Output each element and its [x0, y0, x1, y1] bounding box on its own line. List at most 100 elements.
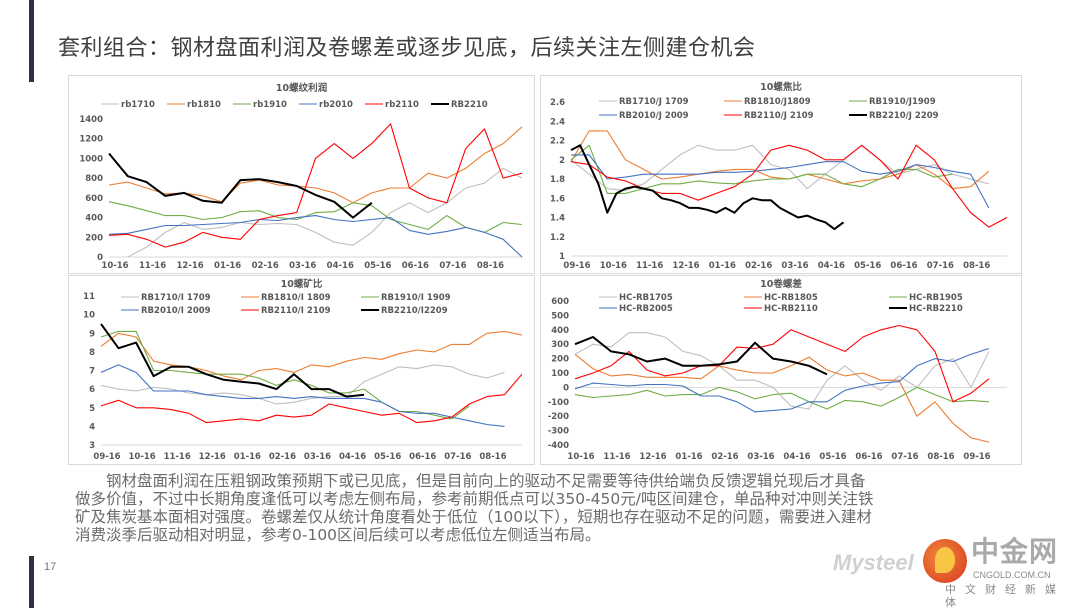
x-tick-label: 02-16 — [252, 261, 279, 271]
x-tick-label: 10-16 — [600, 261, 627, 271]
x-tick-label: 10-16 — [128, 452, 155, 462]
legend-label: rb1810 — [187, 100, 221, 110]
series-line-rb2010-i-2009 — [100, 364, 505, 427]
x-tick-label: 05-16 — [819, 452, 846, 462]
y-tick-label: 3 — [89, 441, 95, 451]
series-line-rb2110-i-2109 — [100, 373, 523, 424]
x-tick-label: 06-16 — [402, 261, 429, 271]
y-tick-label: 2.6 — [550, 98, 565, 108]
x-tick-label: 08-16 — [927, 452, 954, 462]
y-tick-label: 400 — [551, 326, 569, 336]
logo-url: CNGOLD.COM.CN — [973, 570, 1051, 580]
series-line-rb2010 — [108, 215, 523, 258]
x-tick-label: 06-16 — [890, 261, 917, 271]
series-line-rb2110 — [108, 123, 523, 248]
legend-label: HC-RB1905 — [909, 293, 963, 303]
page-number: 17 — [44, 561, 57, 573]
x-tick-label: 03-16 — [747, 452, 774, 462]
x-tick-label: 12-16 — [199, 452, 226, 462]
legend-label: RB1710/I 1709 — [141, 293, 211, 303]
x-tick-label: 04-16 — [818, 261, 845, 271]
chart-hc-rb-spread: 10卷螺差 -400 -300 -200 -100 0 100 200 300 400 500 600… — [540, 275, 1022, 465]
y-tick-label: 1200 — [79, 135, 103, 145]
x-tick-label: 01-16 — [709, 261, 736, 271]
x-tick-label: 12-16 — [176, 261, 203, 271]
x-tick-label: 01-16 — [214, 261, 241, 271]
y-tick-label: -300 — [548, 427, 569, 437]
watermark-text: Mysteel — [833, 550, 914, 575]
accent-bar-top — [29, 0, 34, 82]
commentary-line: 消费淡季后驱动相对明显，参考0-100区间后续可以考虑低位左侧适当布局。 — [75, 526, 601, 544]
slide-title: 套利组合：钢材盘面利润及卷螺差或逐步见底，后续关注左侧建仓机会 — [58, 36, 756, 61]
series-line-rb1810-i-1809 — [100, 330, 523, 381]
y-tick-label: 600 — [85, 194, 103, 204]
chart-rebar-coke-ratio: 10螺焦比 1 1.2 1.4 1.6 1.8 2 2.2 2.4 2.6 09-16 10-16 11… — [540, 75, 1022, 274]
y-tick-label: -100 — [548, 398, 569, 408]
x-tick-label: 12-16 — [639, 452, 666, 462]
y-tick-label: -400 — [548, 441, 569, 451]
legend-label: RB1910/I 1909 — [381, 293, 451, 303]
y-tick-label: 4 — [89, 422, 95, 432]
y-tick-label: 7 — [89, 367, 95, 377]
logo-swirl-icon — [935, 547, 955, 573]
x-tick-label: 11-16 — [636, 261, 663, 271]
y-tick-label: 200 — [551, 355, 569, 365]
x-tick-label: 08-16 — [963, 261, 990, 271]
series-line-rb2210-i2209 — [100, 323, 365, 398]
legend-label: RB2210/I2209 — [381, 306, 448, 316]
x-tick-label: 02-16 — [745, 261, 772, 271]
commentary-line: 矿及焦炭基本面相对强度。卷螺差仅从统计角度看处于低位（100以下），短期也存在驱… — [75, 508, 872, 526]
logo-name: 中金网 — [971, 535, 1059, 568]
y-tick-label: 1.8 — [550, 175, 565, 185]
x-tick-label: 08-16 — [477, 261, 504, 271]
y-tick-label: 800 — [85, 174, 103, 184]
legend-label: rb1710 — [121, 100, 155, 110]
chart-svg: 10卷螺差 -400 -300 -200 -100 0 100 200 300 400 500 600… — [548, 278, 1007, 462]
x-tick-label: 04-16 — [327, 261, 354, 271]
x-tick-label: 03-16 — [304, 452, 331, 462]
y-tick-label: 10 — [83, 311, 95, 321]
y-tick-label: 600 — [551, 297, 569, 307]
chart-svg: 10螺纹利润 0 200 400 600 800 1000 1200 1400 10-16 11-1… — [79, 82, 523, 271]
series-line-hc-rb1705 — [574, 332, 990, 410]
legend-label: HC-RB2210 — [909, 304, 963, 314]
chart-svg: 10螺焦比 1 1.2 1.4 1.6 1.8 2 2.2 2.4 2.6 09-16 10-16 11… — [550, 81, 1008, 271]
y-tick-label: 0 — [563, 383, 569, 393]
y-tick-label: 200 — [85, 233, 103, 243]
y-tick-label: 6 — [89, 385, 95, 395]
x-tick-label: 07-16 — [444, 452, 471, 462]
series-line-hc-rb2110 — [574, 324, 990, 403]
x-tick-label: 07-16 — [439, 261, 466, 271]
y-tick-label: 300 — [551, 340, 569, 350]
series-line-rb1710-j-1709 — [570, 144, 989, 192]
legend-label: HC-RB2005 — [619, 304, 673, 314]
series-line-rb1810-j1809 — [570, 130, 990, 190]
legend-label: HC-RB1805 — [764, 293, 818, 303]
y-tick-label: 1400 — [79, 115, 103, 125]
x-tick-label: 11-16 — [164, 452, 191, 462]
x-tick-label: 12-16 — [672, 261, 699, 271]
series-line-hc-rb2210 — [574, 336, 828, 376]
y-tick-label: 5 — [89, 404, 95, 414]
y-tick-label: 1 — [559, 252, 565, 262]
series-line-rb2010-j-2009 — [571, 154, 990, 209]
x-tick-label: 06-16 — [409, 452, 436, 462]
y-tick-label: 11 — [83, 292, 95, 302]
x-tick-label: 10-16 — [101, 261, 128, 271]
chart-title: 10螺矿比 — [281, 278, 323, 290]
series-line-rb1710 — [127, 167, 523, 258]
x-tick-label: 01-16 — [675, 452, 702, 462]
x-tick-label: 04-16 — [339, 452, 366, 462]
legend-label: HC-RB2110 — [764, 304, 818, 314]
x-tick-label: 07-16 — [927, 261, 954, 271]
legend-label: RB1710/J 1709 — [619, 97, 689, 107]
legend-label: RB1810/I 1809 — [261, 293, 331, 303]
legend-label: rb1910 — [253, 100, 287, 110]
y-tick-label: 0 — [97, 253, 103, 263]
legend-label: RB2110/J 2109 — [744, 111, 814, 121]
chart-title: 10螺纹利润 — [276, 82, 327, 94]
y-tick-label: 2.4 — [550, 117, 565, 127]
x-tick-label: 05-16 — [854, 261, 881, 271]
x-tick-label: 07-16 — [891, 452, 918, 462]
legend-label: RB2110/I 2109 — [261, 306, 331, 316]
